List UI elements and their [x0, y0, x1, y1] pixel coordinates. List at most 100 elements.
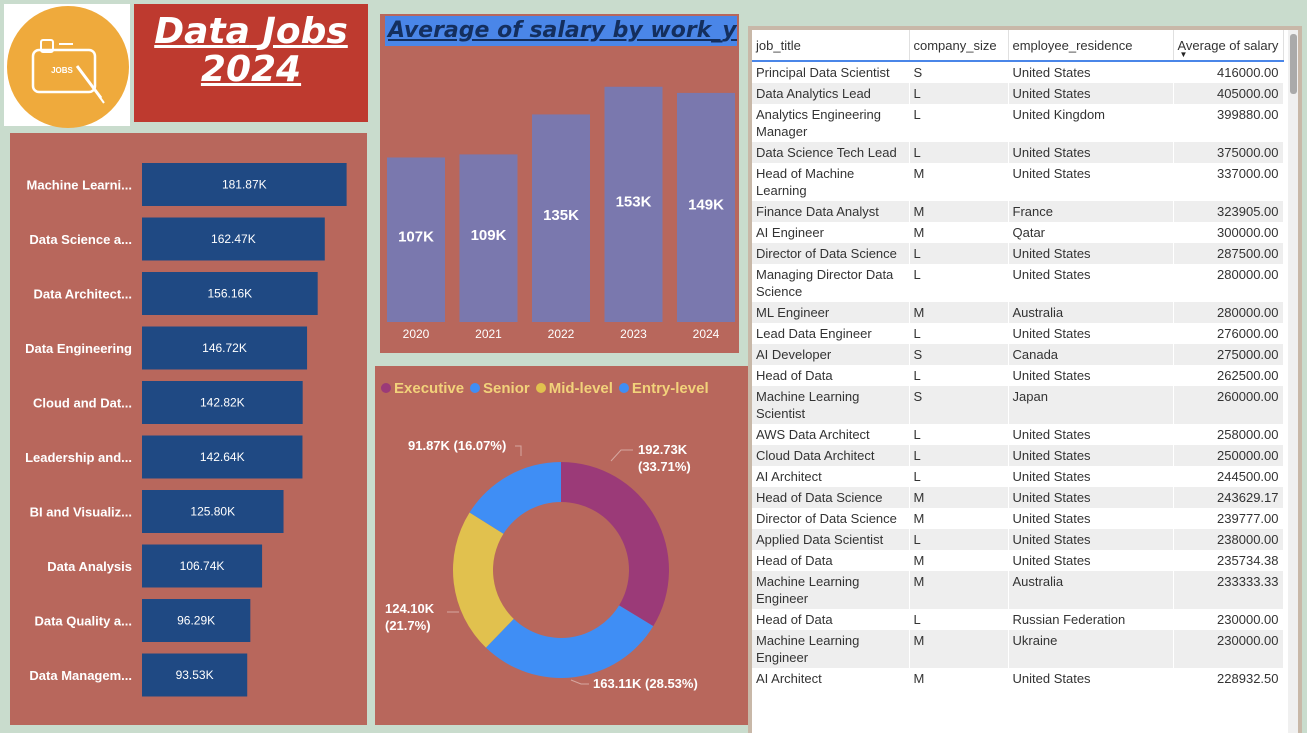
cell-average-salary: 244500.00	[1173, 466, 1284, 487]
cell-company-size: L	[909, 264, 1009, 302]
table-row[interactable]: Director of Data Science L United States 28…	[752, 243, 1284, 264]
salary-by-category-chart[interactable]: Machine Learni... 181.87K Data Science a..…	[10, 133, 367, 725]
hbar-bar[interactable]	[142, 599, 251, 642]
table-row[interactable]: Machine Learning Scientist S Japan 260000.0…	[752, 386, 1284, 424]
col-bar[interactable]	[459, 154, 518, 322]
cell-company-size: S	[909, 386, 1009, 424]
legend-item[interactable]: Senior	[470, 380, 530, 397]
donut-pct-label: (33.71%)	[638, 459, 691, 474]
table-row[interactable]: AI Architect L United States 244500.00	[752, 466, 1284, 487]
cell-average-salary: 323905.00	[1173, 201, 1284, 222]
table-row[interactable]: AI Engineer M Qatar 300000.00	[752, 222, 1284, 243]
hbar-bar[interactable]	[142, 653, 248, 697]
table-row[interactable]: Head of Data M United States 235734.38	[752, 550, 1284, 571]
table-row[interactable]: Machine Learning Engineer M Ukraine 230000.…	[752, 630, 1284, 668]
col-header-job-title[interactable]: job_title	[752, 30, 910, 62]
table-row[interactable]: Head of Data Science M United States 243629…	[752, 487, 1284, 508]
table-row[interactable]: Finance Data Analyst M France 323905.00	[752, 201, 1284, 222]
cell-job-title: Machine Learning Engineer	[752, 571, 910, 609]
cell-job-title: Machine Learning Scientist	[752, 386, 910, 424]
legend-item[interactable]: Entry-level	[618, 380, 709, 397]
table-scrollbar-thumb[interactable]	[1290, 34, 1297, 94]
col-bar[interactable]	[387, 157, 445, 322]
donut-value-label: 192.73K	[638, 442, 688, 457]
cell-company-size: M	[909, 571, 1009, 609]
cell-employee-residence: Russian Federation	[1008, 609, 1174, 630]
table-row[interactable]: Machine Learning Engineer M Australia 23333…	[752, 571, 1284, 609]
cell-job-title: Director of Data Science	[752, 243, 910, 264]
hbar-category-label: Data Engineering	[25, 341, 132, 356]
table-scrollbar[interactable]	[1288, 30, 1298, 733]
donut-slice[interactable]	[469, 462, 561, 534]
legend-item[interactable]: Executive	[381, 380, 464, 397]
salary-table[interactable]: job_title company_size employee_residenc…	[748, 26, 1302, 733]
donut-slice[interactable]	[485, 605, 654, 678]
donut-value-label: 163.11K (28.53%)	[593, 676, 698, 691]
donut-slice[interactable]	[453, 512, 514, 648]
hbar-bar[interactable]	[142, 163, 347, 206]
col-x-tick-label: 2021	[475, 327, 502, 341]
legend-item[interactable]: Mid-level	[535, 380, 613, 397]
col-header-company-size[interactable]: company_size	[909, 30, 1009, 62]
col-bar[interactable]	[677, 92, 735, 322]
jobs-board-icon: JOBS	[31, 39, 105, 104]
cell-company-size: L	[909, 323, 1009, 344]
cell-employee-residence: Australia	[1008, 571, 1174, 609]
hbar-category-label: Data Science a...	[29, 232, 132, 247]
table-row[interactable]: ML Engineer M Australia 280000.00	[752, 302, 1284, 323]
table-row[interactable]: Analytics Engineering Manager L United Kin…	[752, 104, 1284, 142]
table-row[interactable]: Head of Data L United States 262500.00	[752, 365, 1284, 386]
legend-marker	[618, 383, 629, 393]
table-row[interactable]: AI Developer S Canada 275000.00	[752, 344, 1284, 365]
salary-by-experience-chart[interactable]: Executive Senior Mid-level Entry-level 192.…	[375, 366, 748, 725]
cell-average-salary: 275000.00	[1173, 344, 1284, 365]
cell-average-salary: 276000.00	[1173, 323, 1284, 344]
cell-company-size: S	[909, 61, 1009, 83]
hbar-category-label: Data Analysis	[47, 559, 132, 574]
col-x-tick-label: 2024	[693, 327, 720, 341]
hbar-bar[interactable]	[142, 544, 263, 588]
col-bar[interactable]	[532, 114, 590, 322]
donut-leader-line	[570, 679, 589, 685]
col-header-average-salary[interactable]: Average of salary ▼	[1173, 30, 1284, 62]
col-header-employee-residence[interactable]: employee_residence	[1008, 30, 1174, 62]
hbar-value-label: 162.47K	[211, 232, 256, 246]
cell-company-size: L	[909, 83, 1009, 104]
table-row[interactable]: Data Science Tech Lead L United States 3750…	[752, 142, 1284, 163]
table-row[interactable]: Head of Machine Learning M United States 33…	[752, 163, 1284, 201]
table-row[interactable]: Managing Director Data Science L United St…	[752, 264, 1284, 302]
table-header-row: job_title company_size employee_residenc…	[752, 30, 1284, 62]
hbar-value-label: 142.82K	[200, 396, 245, 410]
cell-job-title: Managing Director Data Science	[752, 264, 910, 302]
hbar-chart-svg: Machine Learni... 181.87K Data Science a..…	[25, 163, 347, 697]
cell-company-size: L	[909, 104, 1009, 142]
hbar-category-label: Machine Learni...	[27, 178, 132, 193]
hbar-bar[interactable]	[142, 490, 284, 533]
table-row[interactable]: Head of Data L Russian Federation 230000.00	[752, 609, 1284, 630]
hbar-bar[interactable]	[142, 272, 318, 315]
table-row[interactable]: Lead Data Engineer L United States 276000.0…	[752, 323, 1284, 344]
hbar-bar[interactable]	[142, 435, 303, 479]
cell-job-title: Lead Data Engineer	[752, 323, 910, 344]
col-header-average-salary-label: Average of salary	[1177, 37, 1279, 53]
cell-employee-residence: United States	[1008, 668, 1174, 689]
hbar-bar[interactable]	[142, 326, 308, 370]
col-bar[interactable]	[604, 86, 663, 322]
hbar-bar[interactable]	[142, 217, 325, 261]
logo-text: JOBS	[51, 66, 73, 75]
table-row[interactable]: Cloud Data Architect L United States 250000…	[752, 445, 1284, 466]
donut-slice[interactable]	[561, 462, 669, 627]
cell-employee-residence: United States	[1008, 323, 1174, 344]
table-row[interactable]: Principal Data Scientist S United States 41…	[752, 61, 1284, 83]
table-row[interactable]: AWS Data Architect L United States 258000.0…	[752, 424, 1284, 445]
donut-chart-svg: 192.73K (33.71%) 163.11K (28.53%) 124.10K (2…	[385, 438, 698, 691]
table-row[interactable]: Applied Data Scientist L United States 2380…	[752, 529, 1284, 550]
hbar-bar[interactable]	[142, 381, 303, 424]
hbar-value-label: 125.80K	[190, 505, 235, 519]
cell-average-salary: 250000.00	[1173, 445, 1284, 466]
table-row[interactable]: Data Analytics Lead L United States 405000.…	[752, 83, 1284, 104]
table-row[interactable]: AI Architect M United States 228932.50	[752, 668, 1284, 689]
title-word-jobs: Jobs	[262, 11, 348, 52]
table-row[interactable]: Director of Data Science M United States 23…	[752, 508, 1284, 529]
salary-by-year-chart[interactable]: Average of salary by work_year 107K20201…	[380, 14, 739, 353]
